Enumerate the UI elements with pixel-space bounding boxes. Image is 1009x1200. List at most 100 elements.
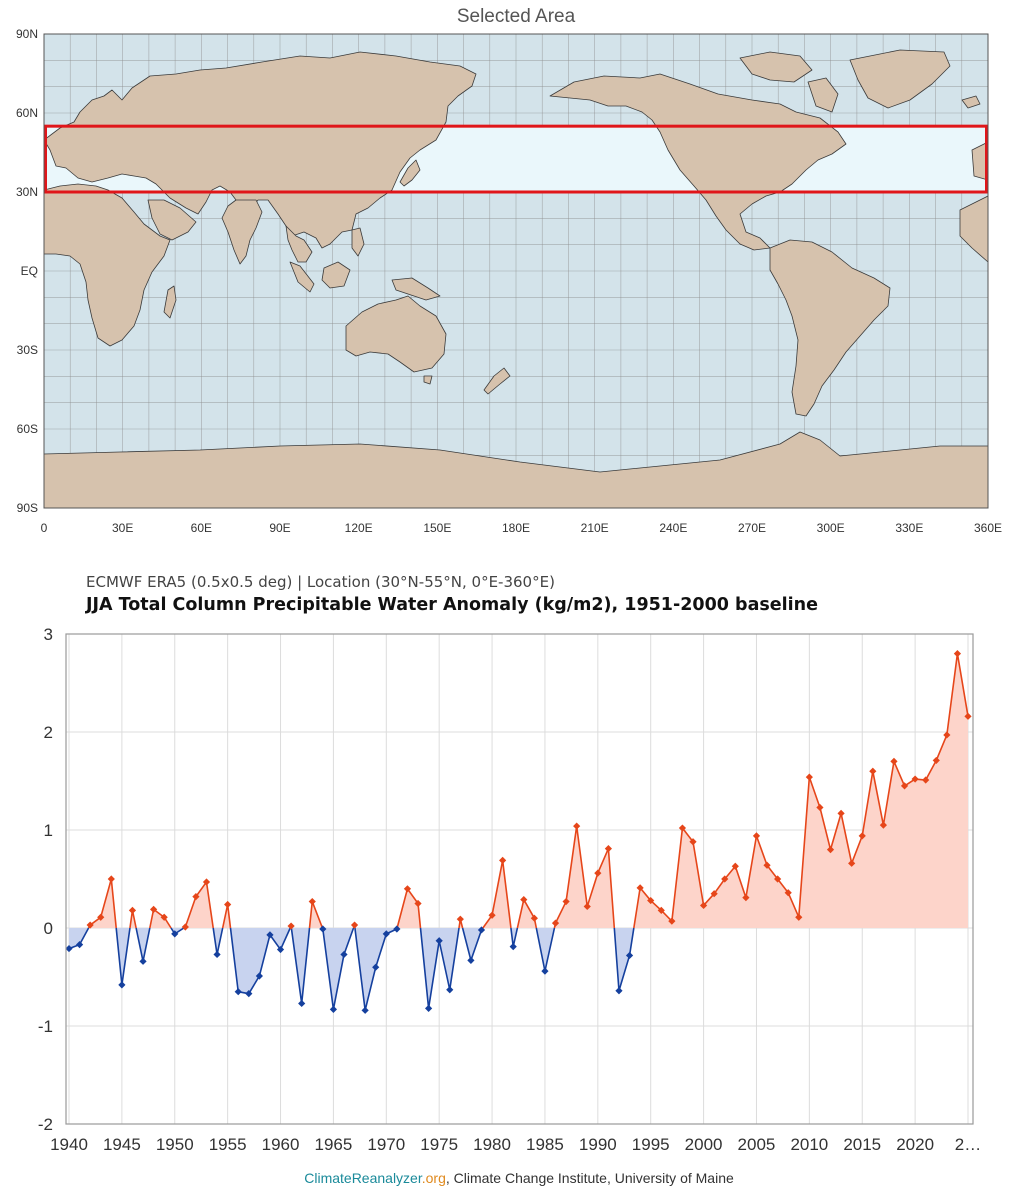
arabia-landmass <box>147 199 197 241</box>
selection-band-border <box>44 124 988 194</box>
data-point-marker[interactable] <box>752 832 761 840</box>
data-point-marker[interactable] <box>329 1005 338 1013</box>
map-lat-label: 30S <box>17 343 38 357</box>
data-point-marker[interactable] <box>86 921 94 929</box>
data-point-marker[interactable] <box>943 731 951 739</box>
data-point-marker[interactable] <box>668 917 676 925</box>
x-tick-label: 1970 <box>367 1135 405 1154</box>
data-point-marker[interactable] <box>255 972 263 980</box>
data-point-marker[interactable] <box>414 899 422 908</box>
map-lat-label: 60S <box>17 422 38 436</box>
data-point-marker[interactable] <box>890 757 898 765</box>
data-point-marker[interactable] <box>382 930 390 938</box>
data-point-marker[interactable] <box>774 875 782 883</box>
data-point-marker[interactable] <box>964 712 972 720</box>
data-point-marker[interactable] <box>594 869 602 877</box>
data-point-marker[interactable] <box>636 884 644 892</box>
data-point-marker[interactable] <box>858 832 866 840</box>
data-point-marker[interactable] <box>647 896 655 905</box>
y-tick-label: 3 <box>44 625 53 644</box>
data-point-marker[interactable] <box>202 878 211 886</box>
data-point-marker[interactable] <box>107 875 115 883</box>
y-tick-label: 1 <box>44 821 53 840</box>
data-point-marker[interactable] <box>276 945 285 954</box>
map-lon-label: 150E <box>423 521 451 535</box>
data-point-marker[interactable] <box>615 987 623 995</box>
data-point-marker[interactable] <box>319 925 327 933</box>
data-point-marker[interactable] <box>848 859 856 867</box>
se-asia-landmass <box>285 225 313 263</box>
data-point-marker[interactable] <box>361 1006 369 1014</box>
data-point-marker[interactable] <box>625 951 634 960</box>
data-point-marker[interactable] <box>171 930 179 938</box>
data-point-marker[interactable] <box>530 914 538 922</box>
data-point-marker[interactable] <box>65 944 73 953</box>
x-tick-label: 1985 <box>526 1135 564 1154</box>
data-point-marker[interactable] <box>499 856 507 864</box>
y-tick-label: -1 <box>38 1017 53 1036</box>
data-point-marker[interactable] <box>509 943 517 951</box>
data-point-marker[interactable] <box>551 919 560 927</box>
data-point-marker[interactable] <box>742 894 750 902</box>
data-point-marker[interactable] <box>467 956 475 964</box>
philippines-landmass <box>351 227 365 257</box>
data-point-marker[interactable] <box>953 650 962 658</box>
y-tick-label: 0 <box>44 919 53 938</box>
data-point-marker[interactable] <box>520 895 528 904</box>
data-point-marker[interactable] <box>425 1004 433 1012</box>
data-point-marker[interactable] <box>699 901 708 910</box>
negative-anomaly-area <box>136 928 150 962</box>
data-point-marker[interactable] <box>488 911 496 919</box>
data-point-marker[interactable] <box>837 809 845 817</box>
data-point-marker[interactable] <box>403 885 412 893</box>
data-point-marker[interactable] <box>213 950 221 959</box>
data-point-marker[interactable] <box>689 838 697 846</box>
data-point-marker[interactable] <box>287 922 295 930</box>
credit-site-name[interactable]: ClimateReanalyzer <box>304 1170 422 1186</box>
data-point-marker[interactable] <box>562 897 570 906</box>
plot-border <box>65 633 974 1125</box>
data-point-marker[interactable] <box>350 921 359 929</box>
data-point-marker[interactable] <box>298 999 306 1008</box>
data-point-marker[interactable] <box>393 925 401 933</box>
data-point-marker[interactable] <box>657 906 665 914</box>
data-point-marker[interactable] <box>150 905 158 913</box>
data-point-marker[interactable] <box>160 913 168 921</box>
data-point-marker[interactable] <box>75 941 84 949</box>
data-point-marker[interactable] <box>446 986 454 994</box>
data-point-marker[interactable] <box>372 963 380 971</box>
x-tick-label: 2010 <box>790 1135 828 1154</box>
data-point-marker[interactable] <box>784 889 792 897</box>
data-point-marker[interactable] <box>340 950 348 959</box>
data-point-marker[interactable] <box>308 897 316 906</box>
x-tick-label: 1950 <box>156 1135 194 1154</box>
tasmania-landmass <box>423 375 433 385</box>
data-point-marker[interactable] <box>604 845 612 853</box>
data-point-marker[interactable] <box>435 937 443 945</box>
map-lon-label: 210E <box>581 521 609 535</box>
data-point-marker[interactable] <box>139 957 147 965</box>
data-point-marker[interactable] <box>477 926 486 934</box>
data-point-marker[interactable] <box>118 981 126 989</box>
data-point-marker[interactable] <box>731 862 739 870</box>
data-point-marker[interactable] <box>266 931 274 939</box>
data-point-marker[interactable] <box>192 893 200 901</box>
data-point-marker[interactable] <box>245 990 253 998</box>
positive-anomaly-area <box>554 826 615 928</box>
data-point-marker[interactable] <box>128 906 137 914</box>
data-point-marker[interactable] <box>97 913 105 921</box>
data-point-marker[interactable] <box>805 773 813 781</box>
data-point-marker[interactable] <box>573 822 581 830</box>
data-point-marker[interactable] <box>869 767 877 775</box>
data-point-marker[interactable] <box>795 913 803 921</box>
credit-site-tld[interactable]: .org <box>421 1170 446 1186</box>
data-point-marker[interactable] <box>710 890 718 898</box>
data-point-marker[interactable] <box>583 902 591 911</box>
data-point-marker[interactable] <box>456 915 464 923</box>
data-point-marker[interactable] <box>234 988 242 996</box>
data-point-marker[interactable] <box>721 875 729 883</box>
x-tick-label: 1940 <box>50 1135 88 1154</box>
data-point-marker[interactable] <box>541 967 549 975</box>
data-point-marker[interactable] <box>181 923 189 931</box>
data-point-marker[interactable] <box>224 900 232 909</box>
